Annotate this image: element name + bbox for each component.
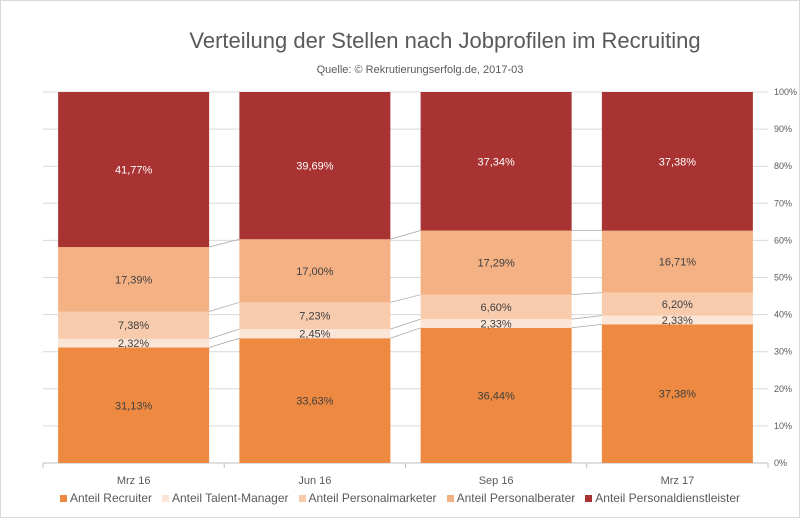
x-category-label: Mrz 16 xyxy=(117,475,151,487)
series-line xyxy=(390,318,421,330)
legend-label: Anteil Recruiter xyxy=(69,491,152,505)
x-category-label: Jun 16 xyxy=(298,475,331,487)
series-line xyxy=(209,238,240,248)
bar-segment xyxy=(58,347,210,463)
y-tick-label: 0% xyxy=(774,458,787,468)
series-line xyxy=(390,230,421,240)
data-label: 6,20% xyxy=(662,299,693,311)
data-label: 31,13% xyxy=(115,400,153,412)
y-tick-label: 20% xyxy=(774,384,792,394)
bar-segment xyxy=(58,311,210,339)
bar-segment xyxy=(58,338,210,348)
bar-segment xyxy=(58,247,210,312)
data-label: 37,34% xyxy=(477,156,515,168)
bar-segment xyxy=(239,92,391,240)
bar-segment xyxy=(239,239,391,303)
data-label: 17,39% xyxy=(115,274,153,286)
data-label: 36,44% xyxy=(477,390,515,402)
bar-segment xyxy=(58,92,210,248)
bar-segment xyxy=(420,294,572,320)
data-label: 2,45% xyxy=(299,329,330,341)
bar-segment xyxy=(420,319,572,328)
y-tick-label: 60% xyxy=(774,235,792,245)
series-line xyxy=(390,327,421,339)
y-tick-label: 40% xyxy=(774,310,792,320)
y-tick-label: 80% xyxy=(774,161,792,171)
data-label: 16,71% xyxy=(659,257,697,269)
y-tick-label: 30% xyxy=(774,347,792,357)
bar-segment xyxy=(420,230,572,295)
legend-item: Anteil Personalberater xyxy=(446,491,576,505)
legend-label: Anteil Personaldienstleister xyxy=(595,491,741,505)
bar-segment xyxy=(601,315,753,325)
data-label: 17,00% xyxy=(296,266,334,278)
data-label: 2,32% xyxy=(118,338,149,350)
legend-label: Anteil Personalberater xyxy=(456,491,576,505)
series-line xyxy=(209,301,240,312)
y-tick-label: 50% xyxy=(774,273,792,283)
legend-swatch xyxy=(585,494,593,502)
series-line xyxy=(209,328,240,340)
data-label: 2,33% xyxy=(662,315,693,327)
y-tick-label: 100% xyxy=(774,87,797,97)
data-label: 39,69% xyxy=(296,161,334,173)
series-line xyxy=(571,323,602,329)
legend-swatch xyxy=(59,494,67,502)
bar-segment xyxy=(239,302,391,330)
legend-swatch xyxy=(446,494,454,502)
x-category-label: Mrz 17 xyxy=(661,475,695,487)
data-label: 37,38% xyxy=(659,156,697,168)
legend-item: Anteil Talent-Manager xyxy=(161,491,289,505)
chart-subtitle: Quelle: © Rekrutierungserfolg.de, 2017-0… xyxy=(316,64,524,76)
data-label: 37,38% xyxy=(659,389,697,401)
legend: Anteil Recruiter Anteil Talent-Manager Ant… xyxy=(0,491,800,505)
series-line xyxy=(571,315,602,320)
data-label: 41,77% xyxy=(115,165,153,177)
legend-swatch xyxy=(298,494,306,502)
data-label: 6,60% xyxy=(481,302,512,314)
data-label: 7,38% xyxy=(118,320,149,332)
data-label: 2,33% xyxy=(481,318,512,330)
bar-segment xyxy=(601,230,753,293)
bar-segment xyxy=(420,92,572,231)
bar-segment xyxy=(239,329,391,339)
bar-segment xyxy=(420,327,572,463)
y-tick-label: 70% xyxy=(774,198,792,208)
legend-swatch xyxy=(161,494,169,502)
data-label: 7,23% xyxy=(299,311,330,323)
bar-segment xyxy=(239,338,391,463)
legend-item: Anteil Personalmarketer xyxy=(298,491,437,505)
series-line xyxy=(390,294,421,303)
y-tick-label: 90% xyxy=(774,124,792,134)
x-category-label: Sep 16 xyxy=(479,475,514,487)
legend-item: Anteil Recruiter xyxy=(59,491,152,505)
bar-segment xyxy=(601,292,753,316)
legend-item: Anteil Personaldienstleister xyxy=(585,491,740,505)
legend-label: Anteil Personalmarketer xyxy=(308,491,437,505)
series-line xyxy=(571,292,602,296)
legend-label: Anteil Talent-Manager xyxy=(171,491,289,505)
series-line xyxy=(209,337,240,348)
bar-segment xyxy=(601,324,753,463)
data-label: 33,63% xyxy=(296,396,334,408)
y-tick-label: 10% xyxy=(774,421,792,431)
bar-segment xyxy=(601,92,753,231)
data-label: 17,29% xyxy=(477,258,515,270)
chart-title: Verteilung der Stellen nach Jobprofilen … xyxy=(189,28,701,53)
